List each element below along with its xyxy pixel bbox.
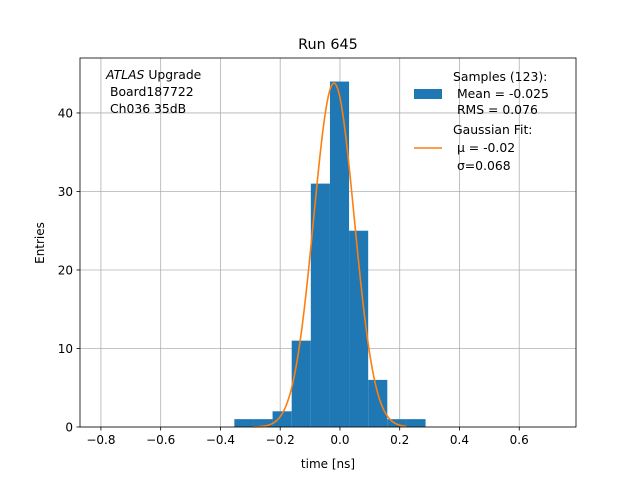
x-tick-label: 0.4 [450, 433, 469, 447]
x-axis-ticks: −0.8 −0.6 −0.4 −0.2 0.0 0.2 0.4 0.6 [86, 427, 529, 447]
histogram-bar [310, 183, 330, 427]
y-tick-label: 20 [58, 263, 73, 277]
atlas-label: ATLAS [105, 67, 145, 82]
legend-histogram-name: Samples (123): [453, 69, 547, 84]
board-label: Board187722 [106, 84, 194, 99]
x-tick-label: 0.6 [510, 433, 529, 447]
histogram-bars [234, 81, 426, 427]
histogram-bar [406, 419, 426, 427]
plot-frame [79, 57, 577, 428]
y-axis-label: Entries [33, 222, 47, 264]
x-tick-label: −0.4 [206, 433, 235, 447]
y-tick-label: 10 [58, 342, 73, 356]
legend-histogram-swatch [414, 89, 442, 99]
y-tick-label: 40 [58, 106, 73, 120]
y-axis-ticks: 0 10 20 30 40 [58, 106, 80, 435]
gaussian-fit [253, 82, 407, 428]
legend-fit-name: Gaussian Fit: [453, 122, 533, 137]
atlas-annotation: ATLAS Upgrade [105, 67, 201, 82]
y-tick-label: 0 [65, 421, 73, 435]
legend-histogram-rms: RMS = 0.076 [453, 102, 538, 117]
x-tick-label: −0.2 [266, 433, 295, 447]
histogram-bar [349, 230, 369, 427]
upgrade-label: Upgrade [144, 67, 201, 82]
channel-label: Ch036 35dB [106, 101, 186, 116]
x-tick-label: 0.2 [390, 433, 409, 447]
x-axis-label: time [ns] [301, 457, 355, 471]
legend-fit-mu: μ = -0.02 [453, 140, 515, 155]
legend-fit-sigma: σ=0.068 [453, 158, 511, 173]
histogram-bar [272, 411, 292, 427]
histogram-bar [368, 379, 388, 427]
y-tick-label: 30 [58, 185, 73, 199]
histogram-bar [387, 419, 407, 427]
histogram-bar [291, 340, 311, 427]
legend: Samples (123): Mean = -0.025 RMS = 0.076… [414, 69, 549, 173]
x-tick-label: −0.6 [146, 433, 175, 447]
chart-title: Run 645 [298, 37, 358, 53]
x-tick-label: −0.8 [86, 433, 115, 447]
gaussian-fit-curve [253, 82, 407, 428]
histogram-bar [329, 81, 350, 427]
histogram-bar [234, 419, 254, 427]
legend-histogram-mean: Mean = -0.025 [453, 86, 549, 101]
x-tick-label: 0.0 [330, 433, 349, 447]
histogram-bar [253, 419, 273, 427]
